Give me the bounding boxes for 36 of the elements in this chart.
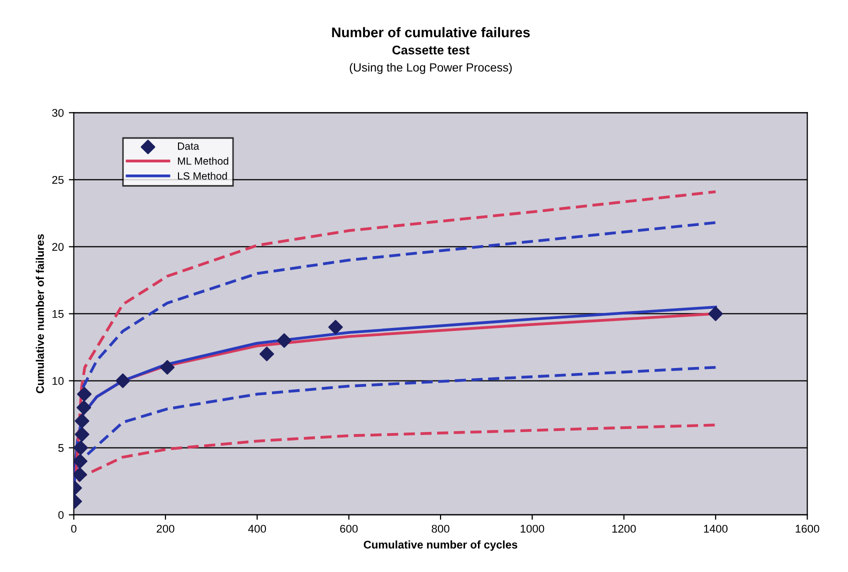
y-tick-label: 0 — [58, 511, 64, 519]
point — [160, 360, 175, 375]
point — [74, 454, 88, 468]
point — [74, 414, 90, 428]
point — [276, 333, 292, 348]
point — [74, 427, 90, 442]
point — [77, 386, 92, 402]
point — [74, 440, 88, 456]
x-tick-label: 0 — [71, 524, 76, 533]
x-tick-label: 1400 — [704, 524, 728, 533]
y-tick-label: 20 — [52, 242, 64, 251]
x-tick-label: 800 — [432, 524, 450, 533]
legend-label: Data — [178, 142, 200, 150]
y-tick-label: 15 — [52, 310, 64, 318]
y-axis-title: Cumulative number of failures — [36, 234, 44, 394]
point — [116, 373, 130, 388]
x-tick-label: 400 — [248, 524, 266, 533]
x-tick-label: 1000 — [520, 524, 544, 533]
point — [328, 320, 343, 334]
x-tick-label: 1200 — [612, 524, 636, 533]
point — [708, 306, 723, 322]
x-tick-label: 200 — [156, 524, 174, 533]
y-tick-label: 30 — [52, 108, 64, 117]
x-tick-label: 1600 — [796, 524, 820, 533]
point — [76, 400, 92, 415]
chart-title: Number of cumulative failures — [332, 27, 530, 38]
legend-label: ML Method — [178, 157, 228, 165]
chart-subtitle: Cassette test (Using the Log Power Process) — [350, 46, 512, 74]
y-tick-label: 5 — [58, 444, 64, 452]
point — [74, 467, 88, 482]
y-tick-label: 25 — [52, 176, 64, 184]
x-tick-label: 600 — [340, 524, 358, 533]
x-axis-title: Cumulative number of cycles — [364, 540, 518, 551]
legend-label: LS Method — [178, 172, 227, 180]
y-tick-label: 10 — [52, 377, 64, 385]
point — [260, 346, 274, 362]
